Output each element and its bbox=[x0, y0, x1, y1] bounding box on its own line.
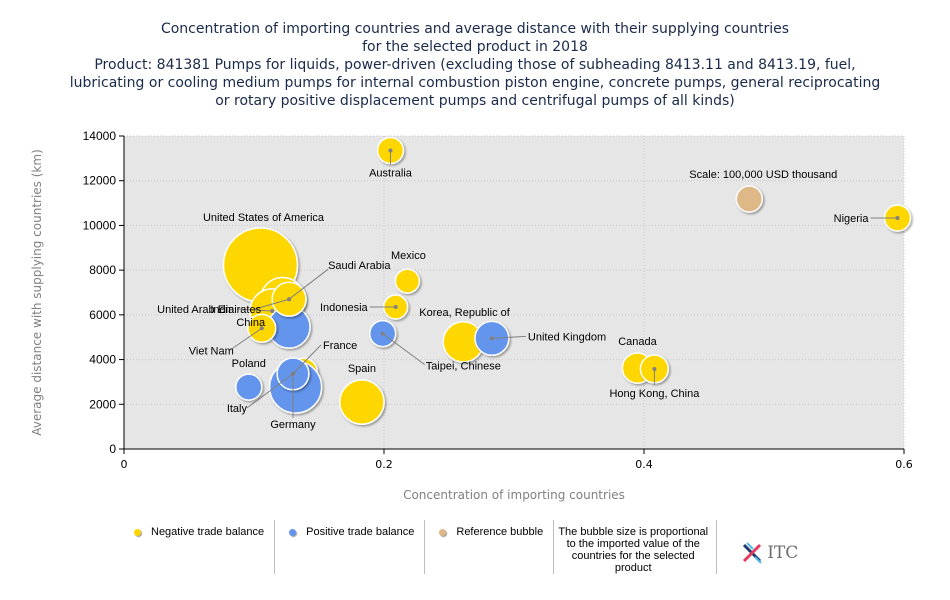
chart-subtitle-line-2: lubricating or cooling medium pumps for … bbox=[69, 75, 881, 91]
leader-line bbox=[292, 344, 322, 375]
x-tick-label: 0 bbox=[121, 458, 128, 471]
leader-dot bbox=[652, 366, 657, 371]
bubble-label: France bbox=[323, 340, 357, 352]
x-tick-label: 0.2 bbox=[375, 458, 393, 471]
bubble-label: Saudi Arabia bbox=[328, 260, 391, 272]
legend-item-note: The bubble size is proportional to the i… bbox=[554, 520, 718, 574]
leader-line bbox=[491, 335, 526, 339]
bubble-label: Taipei, Chinese bbox=[426, 361, 501, 373]
itc-logo-icon bbox=[743, 542, 762, 564]
legend-item-negative: Negative trade balance bbox=[120, 520, 276, 574]
leader-dot bbox=[287, 297, 292, 302]
bubble-label: Germany bbox=[270, 419, 316, 431]
bubble bbox=[339, 379, 385, 425]
bubble bbox=[394, 268, 421, 294]
reference-bubble-label: Scale: 100,000 USD thousand bbox=[689, 169, 837, 181]
reference-bubble bbox=[735, 185, 764, 213]
itc-logo: ITC bbox=[717, 520, 798, 580]
bubble-label: United Kingdom bbox=[528, 331, 606, 343]
y-tick-label: 14000 bbox=[83, 129, 117, 143]
leader-dot bbox=[388, 148, 393, 153]
leader-line bbox=[246, 373, 294, 409]
y-tick-label: 2000 bbox=[89, 397, 116, 411]
y-tick-label: 4000 bbox=[89, 353, 116, 367]
bubble-label: Mexico bbox=[391, 250, 426, 262]
bubble-label: Poland bbox=[232, 358, 266, 370]
bubble-label: Canada bbox=[618, 336, 657, 348]
axes: 0 2000 4000 6000 8000 10000 12000 14000 0 0.2 0.4 0… bbox=[83, 129, 913, 471]
x-axis-title: Concentration of importing countries bbox=[403, 488, 625, 502]
bubble-labels: United States of America Saudi Arabia Indi… bbox=[157, 168, 869, 431]
leader-dot bbox=[270, 309, 275, 314]
leader-dot bbox=[259, 326, 264, 331]
legend-label-reference: Reference bubble bbox=[456, 526, 544, 538]
leader-dot bbox=[380, 331, 385, 336]
legend-label-negative: Negative trade balance bbox=[151, 526, 265, 538]
leader-line bbox=[238, 308, 273, 312]
y-tick-label: 6000 bbox=[89, 308, 116, 322]
bubble-label: Spain bbox=[348, 363, 376, 375]
legend-item-positive: Positive trade balance bbox=[275, 520, 426, 574]
leader-line bbox=[253, 298, 290, 310]
bubble-label: United Arab Emirates bbox=[157, 304, 261, 316]
leader-line bbox=[382, 333, 425, 366]
x-tick-label: 0.4 bbox=[635, 458, 653, 471]
leader-dot bbox=[393, 305, 398, 310]
bubbles bbox=[222, 136, 912, 425]
y-tick-label: 10000 bbox=[83, 218, 117, 232]
chart-subtitle-line-3: or rotary positive displacement pumps an… bbox=[215, 93, 735, 109]
bubble-label: Australia bbox=[369, 168, 413, 180]
bubble bbox=[235, 373, 263, 401]
bubble-size-note: The bubble size is proportional to the i… bbox=[558, 526, 709, 574]
y-axis-title: Average distance with supplying countrie… bbox=[30, 149, 44, 436]
chart-title-line-1: Concentration of importing countries and… bbox=[160, 21, 790, 37]
leader-line bbox=[229, 327, 263, 351]
bubble-label: Korea, Republic of bbox=[419, 307, 510, 319]
bubble-chart: 0 2000 4000 6000 8000 10000 12000 14000 0 0.2 0.4 0… bbox=[30, 129, 913, 502]
legend-label-positive: Positive trade balance bbox=[306, 526, 415, 538]
bubble-label: China bbox=[236, 317, 266, 329]
chart-subtitle-line-1: Product: 841381 Pumps for liquids, power… bbox=[94, 57, 856, 73]
legend-item-reference: Reference bubble bbox=[425, 520, 555, 574]
y-tick-label: 8000 bbox=[89, 263, 116, 277]
leader-dot bbox=[291, 371, 295, 376]
x-tick-label: 0.6 bbox=[895, 458, 913, 471]
itc-logo-text: ITC bbox=[767, 543, 799, 563]
leader-line bbox=[288, 268, 329, 300]
bubble-label: Nigeria bbox=[834, 213, 870, 225]
legend: Negative trade balance Positive trade ba… bbox=[120, 520, 798, 580]
bubble-label: India bbox=[210, 304, 235, 316]
leader-dot bbox=[489, 336, 494, 341]
reference-dot-icon bbox=[439, 529, 447, 536]
y-tick-label: 0 bbox=[109, 442, 116, 456]
y-tick-label: 12000 bbox=[83, 174, 117, 188]
leader-dot bbox=[895, 216, 900, 221]
bubble-label: Italy bbox=[227, 403, 248, 415]
label-leader-lines bbox=[229, 148, 900, 418]
bubble-label: Hong Kong, China bbox=[609, 388, 700, 400]
negative-dot-icon bbox=[134, 529, 141, 536]
bubble-label: Indonesia bbox=[320, 302, 369, 314]
bubble-label: Viet Nam bbox=[189, 345, 234, 357]
positive-dot-icon bbox=[289, 529, 297, 536]
bubble-label: United States of America bbox=[203, 212, 325, 224]
chart-title-line-2: for the selected product in 2018 bbox=[362, 39, 588, 55]
